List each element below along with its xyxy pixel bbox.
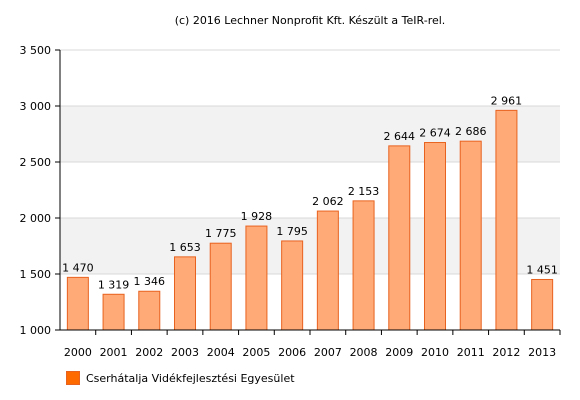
- x-tick-label: 2004: [207, 346, 235, 359]
- y-tick-label: 2 500: [20, 156, 52, 169]
- y-axis-ticks: 1 000 1 500 2 000 2 500 3 000 3 500: [20, 44, 60, 337]
- x-tick-label: 2006: [278, 346, 306, 359]
- bar-2002: [138, 290, 161, 331]
- data-label: 2 686: [455, 125, 487, 138]
- x-tick-label: 2012: [492, 346, 520, 359]
- chart-credit: (c) 2016 Lechner Nonprofit Kft. Készült …: [175, 14, 446, 27]
- data-label: 1 319: [98, 278, 130, 291]
- x-tick-label: 2013: [528, 346, 556, 359]
- data-label: 2 153: [348, 185, 380, 198]
- bar-2005: [245, 225, 268, 331]
- bar-2007: [316, 210, 339, 331]
- y-tick-label: 3 000: [20, 100, 52, 113]
- data-label: 2 674: [419, 127, 451, 140]
- bar-2010: [424, 142, 446, 331]
- x-tick-label: 2009: [385, 346, 413, 359]
- x-axis-ticks: 2000 2001 2002 2003 2004 2005 2006 2007 2008 2009…: [64, 330, 561, 359]
- y-tick-label: 2 000: [20, 212, 52, 225]
- data-label: 1 653: [169, 241, 201, 254]
- bar-2000: [66, 276, 89, 331]
- y-tick-label: 3 500: [20, 44, 52, 57]
- data-label: 1 470: [62, 261, 94, 274]
- data-label: 2 062: [312, 195, 344, 208]
- x-tick-label: 2002: [135, 346, 163, 359]
- data-label: 2 961: [491, 94, 523, 107]
- grid-band: [60, 218, 560, 274]
- data-label: 1 346: [134, 275, 166, 288]
- y-tick-label: 1 000: [20, 324, 52, 337]
- bar-2009: [388, 145, 411, 331]
- bar-2004: [209, 242, 232, 331]
- x-tick-label: 2001: [100, 346, 128, 359]
- bar-2011: [459, 140, 482, 331]
- data-label: 1 795: [276, 225, 308, 238]
- legend-label: Cserhátalja Vidékfejlesztési Egyesület: [86, 371, 295, 385]
- bar-2012: [495, 109, 518, 331]
- data-label: 1 928: [241, 210, 273, 223]
- x-tick-label: 2000: [64, 346, 92, 359]
- x-tick-label: 2003: [171, 346, 199, 359]
- y-tick-label: 1 500: [20, 268, 52, 281]
- x-tick-label: 2011: [457, 346, 485, 359]
- x-tick-label: 2005: [242, 346, 270, 359]
- legend-swatch: [66, 371, 80, 385]
- data-label: 1 775: [205, 227, 237, 240]
- bar-2008: [352, 200, 375, 331]
- data-label: 2 644: [384, 130, 416, 143]
- x-tick-label: 2010: [421, 346, 449, 359]
- x-tick-label: 2007: [314, 346, 342, 359]
- data-label: 1 451: [526, 263, 558, 276]
- bar-2006: [281, 240, 304, 331]
- bar-2013: [531, 278, 554, 331]
- bar-2001: [102, 293, 125, 331]
- x-tick-label: 2008: [350, 346, 378, 359]
- legend: Cserhátalja Vidékfejlesztési Egyesület: [66, 371, 295, 385]
- bar-2003: [174, 256, 196, 331]
